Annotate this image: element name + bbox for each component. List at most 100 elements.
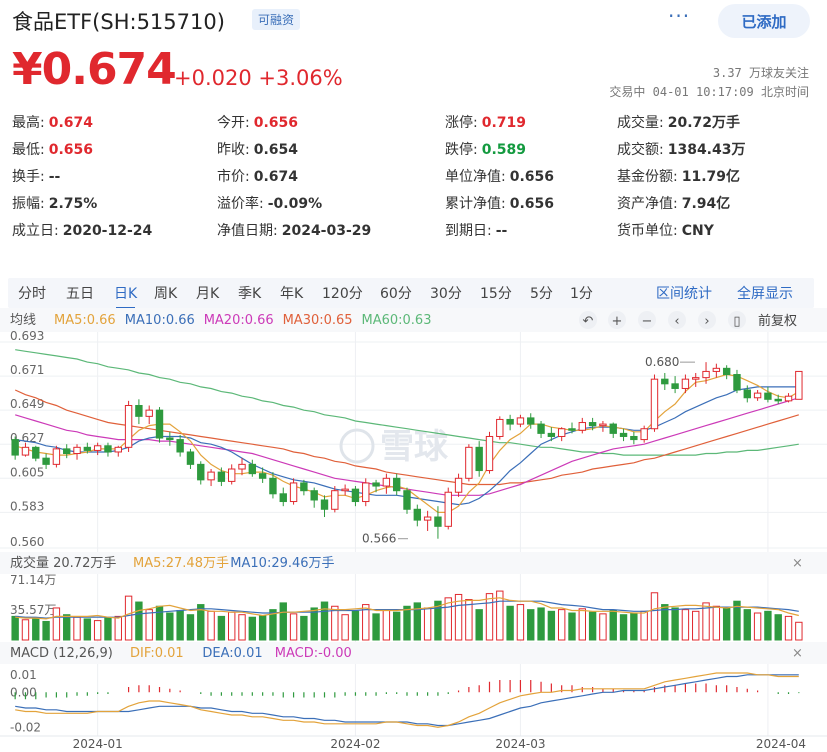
volume-bar xyxy=(155,605,164,641)
tab-4[interactable]: 月K xyxy=(196,286,220,302)
tab-8[interactable]: 60分 xyxy=(380,286,412,302)
candle-body xyxy=(372,482,380,487)
candle-body xyxy=(238,463,246,470)
volume-bar xyxy=(320,601,329,641)
macd-y-tick: 0.01 xyxy=(10,668,37,682)
undo-icon[interactable]: ↶ xyxy=(583,314,594,329)
adjust-mode[interactable]: 前复权 xyxy=(758,313,797,329)
candle-body xyxy=(527,417,535,425)
more-icon[interactable]: ··· xyxy=(668,4,691,28)
volume-bar xyxy=(217,615,226,641)
ma-legend-label: 均线 xyxy=(10,313,36,328)
candle-body xyxy=(444,491,452,527)
price-change: +0.020 +3.06% xyxy=(174,66,343,90)
price-y-tick: 0.649 xyxy=(10,397,44,411)
candle-body xyxy=(475,446,483,472)
volume-bar xyxy=(372,613,380,641)
range-stats-link[interactable]: 区间统计 xyxy=(656,286,712,302)
volume-bar xyxy=(382,609,391,641)
volume-bar xyxy=(248,616,257,641)
close-volume-icon[interactable]: × xyxy=(792,556,803,571)
volume-bar xyxy=(289,613,298,641)
tab-9[interactable]: 30分 xyxy=(430,286,462,302)
volume-y-tick: 35.57万 xyxy=(10,603,56,617)
vol-legend-label: 成交量 20.72万手 xyxy=(10,555,116,571)
stat-label: 到期日: xyxy=(445,223,492,239)
ma-legend-item: MA5:0.66 xyxy=(54,313,116,328)
x-tick: 2024-01 xyxy=(73,737,123,751)
stat-value: -0.09% xyxy=(267,196,323,212)
volume-bar xyxy=(733,600,741,641)
candle-body xyxy=(640,428,648,441)
volume-bar xyxy=(671,607,679,641)
x-tick: 2024-02 xyxy=(330,737,380,751)
candle-body xyxy=(485,435,494,472)
candle-body xyxy=(21,446,30,456)
candle-body xyxy=(341,488,349,492)
zoom-out-icon[interactable]: − xyxy=(642,314,653,329)
tab-0[interactable]: 分时 xyxy=(18,286,46,302)
volume-bar xyxy=(114,615,122,641)
margin-badge[interactable]: 可融资 xyxy=(252,9,301,30)
candle-body xyxy=(93,445,102,451)
volume-bar xyxy=(176,609,184,641)
zoom-in-icon[interactable]: + xyxy=(612,314,623,329)
candle-body xyxy=(351,488,360,503)
stat-value: 2020-12-24 xyxy=(62,223,153,239)
ma-legend-bar xyxy=(0,308,827,332)
price-y-tick: 0.583 xyxy=(10,499,44,513)
candle-body xyxy=(11,439,19,456)
candle-body xyxy=(692,377,700,380)
close-macd-icon[interactable]: × xyxy=(792,646,803,661)
tab-6[interactable]: 年K xyxy=(280,286,304,302)
chevron-right-icon[interactable]: › xyxy=(704,314,709,329)
volume-bar xyxy=(434,600,442,641)
stat-item: 涨停: 0.719 xyxy=(445,112,526,132)
candle-body xyxy=(650,378,659,430)
volume-y-tick: 71.14万 xyxy=(10,573,56,587)
stat-value: CNY xyxy=(681,223,714,239)
stat-value: 0.654 xyxy=(253,142,299,158)
volume-bar xyxy=(640,610,648,641)
volume-bar xyxy=(557,609,566,641)
volume-bar xyxy=(681,609,690,641)
candle-body xyxy=(52,448,61,465)
fullscreen-link[interactable]: 全屏显示 xyxy=(737,286,793,302)
volume-bar xyxy=(650,592,659,641)
candle-body xyxy=(434,516,442,527)
tab-7[interactable]: 120分 xyxy=(322,286,363,302)
stat-item: 市价: 0.674 xyxy=(217,166,298,186)
added-button[interactable]: 已添加 xyxy=(718,4,810,38)
tab-12[interactable]: 1分 xyxy=(570,286,593,302)
tab-10[interactable]: 15分 xyxy=(480,286,512,302)
volume-bar xyxy=(423,607,432,641)
macd-legend-bar xyxy=(0,642,827,664)
tab-2[interactable]: 日K xyxy=(114,283,137,309)
candle-type-icon[interactable]: ▯ xyxy=(733,314,740,329)
current-price: ¥0.674 xyxy=(12,44,177,95)
candle-body xyxy=(145,409,153,417)
stat-value: 7.94亿 xyxy=(681,196,731,212)
kline-chart[interactable]: 均线 MA5:0.66 MA10:0.66 MA20:0.66 MA30:0.65 MA6… xyxy=(0,308,827,752)
tab-11[interactable]: 5分 xyxy=(530,286,553,302)
candle-body xyxy=(124,405,133,448)
candle-body xyxy=(753,392,762,399)
tab-3[interactable]: 周K xyxy=(154,286,178,302)
stat-item: 成立日: 2020-12-24 xyxy=(12,220,152,240)
stat-label: 净值日期: xyxy=(217,223,278,239)
chevron-left-icon[interactable]: ‹ xyxy=(674,314,679,329)
followers-count[interactable]: 3.37 万球友关注 xyxy=(712,66,809,80)
volume-bar xyxy=(568,612,576,641)
stat-value: 11.79亿 xyxy=(681,169,741,185)
price-y-tick: 0.671 xyxy=(10,363,44,377)
candle-body xyxy=(83,446,92,451)
tab-1[interactable]: 五日 xyxy=(66,286,94,302)
volume-bar xyxy=(485,593,494,641)
candle-body xyxy=(269,477,277,495)
stat-value: 1384.43万 xyxy=(667,142,746,158)
volume-bar xyxy=(258,615,267,641)
candle-body xyxy=(506,418,514,425)
volume-bar xyxy=(795,621,803,641)
candle-body xyxy=(248,463,257,475)
tab-5[interactable]: 季K xyxy=(238,286,262,302)
